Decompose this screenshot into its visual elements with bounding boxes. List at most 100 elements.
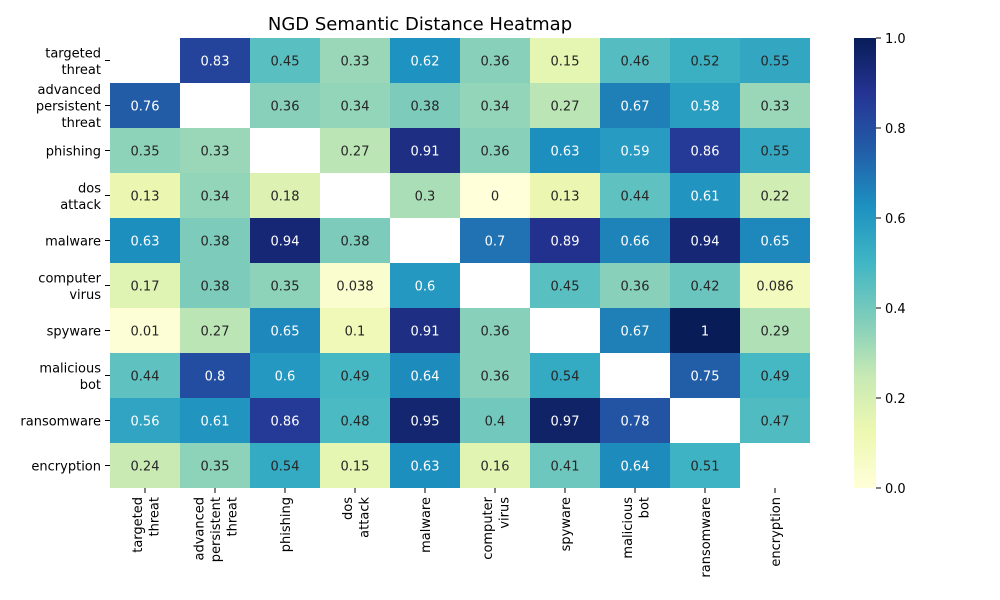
cell-value-label: 0.48 xyxy=(341,415,370,430)
cell-value-label: 0.4 xyxy=(485,415,506,430)
heatmap-cell xyxy=(110,128,180,173)
column-label: spyware xyxy=(559,497,574,551)
cell-value-label: 0.15 xyxy=(551,55,580,70)
cell-value-label: 0.36 xyxy=(481,145,510,160)
row-label-line: ransomware xyxy=(20,415,101,430)
heatmap-cell xyxy=(180,263,250,308)
column-label-line: spyware xyxy=(559,497,574,551)
column-label-line: persistent xyxy=(209,497,224,562)
cell-value-label: 1 xyxy=(701,325,709,340)
cell-value-label: 0.36 xyxy=(481,370,510,385)
heatmap-cell xyxy=(460,218,530,263)
heatmap-cell xyxy=(670,38,740,83)
cell-value-label: 0.44 xyxy=(131,370,160,385)
heatmap-cell xyxy=(740,128,810,173)
cell-value-label: 0.35 xyxy=(271,280,300,295)
heatmap-cell xyxy=(670,443,740,488)
cell-value-label: 0.61 xyxy=(201,415,230,430)
cell-value-label: 0.35 xyxy=(201,460,230,475)
cell-value-label: 0.27 xyxy=(201,325,230,340)
column-label: targeted threat xyxy=(131,497,163,553)
heatmap-cell xyxy=(250,83,320,128)
cell-value-label: 0.17 xyxy=(131,280,160,295)
cell-value-label: 0.41 xyxy=(551,460,580,475)
heatmap-cell xyxy=(600,83,670,128)
column-label-line: targeted xyxy=(131,497,146,553)
column-label: advanced persistent threat xyxy=(193,497,241,562)
heatmap-cell xyxy=(390,398,460,443)
heatmap-cell xyxy=(180,353,250,398)
column-label-line: dos xyxy=(341,497,356,520)
row-label: targeted threat xyxy=(45,46,101,78)
cell-value-label: 0.89 xyxy=(551,235,580,250)
cell-value-label: 0.46 xyxy=(621,55,650,70)
colorbar-tick-label: 0.4 xyxy=(885,302,906,317)
heatmap-cell xyxy=(740,83,810,128)
heatmap-cell xyxy=(740,308,810,353)
cell-value-label: 0.38 xyxy=(201,235,230,250)
heatmap-cell xyxy=(320,308,390,353)
column-label: phishing xyxy=(279,497,294,552)
row-label-line: bot xyxy=(80,378,101,393)
heatmap-cell xyxy=(600,38,670,83)
heatmap-cell xyxy=(740,398,810,443)
heatmap-cell xyxy=(320,38,390,83)
heatmap-cell xyxy=(670,173,740,218)
row-label: advanced persistent threat xyxy=(36,83,101,131)
heatmap-cell xyxy=(180,218,250,263)
column-label-line: virus xyxy=(497,497,512,529)
cell-value-label: 0.1 xyxy=(345,325,366,340)
heatmap-cell xyxy=(110,83,180,128)
column-label: encryption xyxy=(769,497,784,567)
cell-value-label: 0.27 xyxy=(341,145,370,160)
row-label-line: targeted xyxy=(45,46,101,61)
heatmap-cell xyxy=(320,263,390,308)
heatmap-cell xyxy=(320,353,390,398)
heatmap-cell xyxy=(460,38,530,83)
row-label: encryption xyxy=(31,460,101,475)
cell-value-label: 0.29 xyxy=(761,325,790,340)
cell-value-label: 0.97 xyxy=(551,415,580,430)
cell-value-label: 0.67 xyxy=(621,100,650,115)
heatmap-cell xyxy=(600,173,670,218)
column-label-line: advanced xyxy=(193,497,208,561)
heatmap-cell xyxy=(460,353,530,398)
cell-value-label: 0.59 xyxy=(621,145,650,160)
row-label: ransomware xyxy=(20,415,101,430)
heatmap-cell xyxy=(670,218,740,263)
cell-value-label: 0.34 xyxy=(481,100,510,115)
heatmap-cell xyxy=(460,83,530,128)
heatmap-cell xyxy=(180,38,250,83)
cell-value-label: 0.36 xyxy=(621,280,650,295)
heatmap-cell xyxy=(110,398,180,443)
cell-value-label: 0.91 xyxy=(411,145,440,160)
cell-value-label: 0.54 xyxy=(271,460,300,475)
row-label: spyware xyxy=(47,325,101,340)
cell-value-label: 0.66 xyxy=(621,235,650,250)
cell-value-label: 0.78 xyxy=(621,415,650,430)
cell-value-label: 0.65 xyxy=(761,235,790,250)
heatmap-cell xyxy=(740,263,810,308)
heatmap-cell xyxy=(110,308,180,353)
cell-value-label: 0.8 xyxy=(205,370,226,385)
cell-value-label: 0.55 xyxy=(761,145,790,160)
cell-value-label: 0.58 xyxy=(691,100,720,115)
heatmap-cell xyxy=(600,218,670,263)
cell-value-label: 0.36 xyxy=(271,100,300,115)
row-label: phishing xyxy=(46,145,101,160)
heatmap-cell xyxy=(320,83,390,128)
column-label-line: phishing xyxy=(279,497,294,552)
row-label-line: spyware xyxy=(47,325,101,340)
cell-value-label: 0.01 xyxy=(131,325,160,340)
cell-value-label: 0.61 xyxy=(691,190,720,205)
row-label: malicious bot xyxy=(39,361,101,393)
cell-value-label: 0.51 xyxy=(691,460,720,475)
cell-value-label: 0.45 xyxy=(551,280,580,295)
row-label: computer virus xyxy=(38,271,101,303)
heatmap-cell xyxy=(530,353,600,398)
cell-value-label: 0.86 xyxy=(271,415,300,430)
column-label-line: encryption xyxy=(769,497,784,567)
colorbar-tick-label: 0.6 xyxy=(885,212,906,227)
heatmap-cell xyxy=(390,263,460,308)
